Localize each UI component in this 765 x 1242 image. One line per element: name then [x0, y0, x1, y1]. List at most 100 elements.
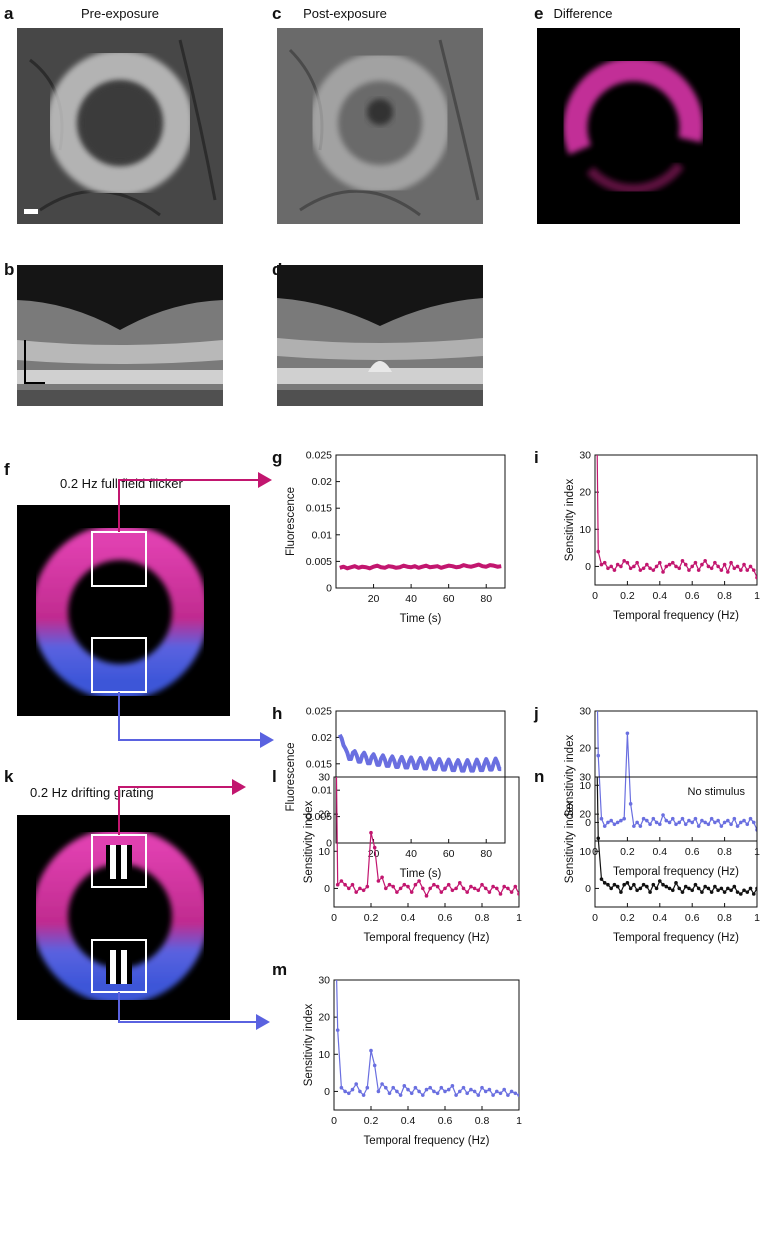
- data-point: [343, 1089, 347, 1094]
- data-point: [472, 886, 477, 891]
- x-tick-label: 0.8: [717, 846, 732, 858]
- data-point: [680, 559, 685, 563]
- data-point: [700, 890, 704, 894]
- data-point: [439, 1085, 444, 1090]
- data-point: [602, 824, 607, 828]
- data-point: [632, 882, 636, 887]
- data-point: [384, 1085, 388, 1090]
- y-tick-label: 0.01: [312, 785, 333, 797]
- y-tick-label: 30: [318, 772, 330, 784]
- data-point: [350, 1087, 355, 1092]
- data-point: [751, 568, 756, 572]
- x-tick-label: 80: [480, 593, 492, 605]
- y-tick-label: 0: [585, 561, 591, 573]
- data-point: [726, 570, 730, 574]
- data-point: [406, 1087, 410, 1092]
- data-point: [602, 881, 607, 885]
- data-point: [387, 1091, 392, 1096]
- x-tick-label: 60: [443, 848, 455, 860]
- data-point: [595, 397, 599, 401]
- data-point: [687, 886, 691, 891]
- data-point: [635, 888, 639, 893]
- y-tick-label: 0: [326, 838, 332, 850]
- data-point: [347, 886, 351, 891]
- y-tick-label: 0.02: [312, 476, 333, 488]
- y-tick-label: 10: [318, 1049, 330, 1061]
- data-point: [625, 881, 630, 885]
- data-point: [703, 559, 707, 563]
- data-point: [513, 884, 518, 889]
- panel-letter: i: [534, 448, 539, 467]
- roi-image: [17, 472, 274, 748]
- data-point: [487, 890, 492, 894]
- y-tick-label: 10: [579, 846, 591, 858]
- data-point: [658, 822, 662, 827]
- data-point: [654, 564, 659, 569]
- data-point: [369, 1048, 373, 1053]
- data-point: [713, 884, 717, 889]
- data-point: [612, 568, 617, 572]
- data-point: [372, 1063, 377, 1068]
- data-point: [709, 816, 714, 821]
- panel-title: 0.2 Hz drifting grating: [30, 785, 154, 800]
- data-point: [696, 824, 701, 828]
- data-point: [706, 564, 711, 569]
- x-tick-label: 0.4: [401, 1115, 416, 1127]
- data-point: [641, 566, 646, 571]
- data-point: [726, 818, 730, 823]
- x-tick-label: 0.4: [652, 590, 667, 602]
- x-tick-label: 0.6: [685, 912, 700, 924]
- y-axis-label: Sensitivity index: [303, 801, 315, 884]
- data-point: [745, 822, 750, 827]
- data-point: [638, 568, 643, 572]
- data-point: [628, 802, 633, 806]
- data-point: [335, 1028, 340, 1032]
- data-point: [755, 886, 757, 891]
- x-tick-label: 0: [592, 590, 598, 602]
- data-point: [599, 816, 604, 821]
- x-tick-label: 60: [443, 593, 455, 605]
- x-axis-label: Temporal frequency (Hz): [613, 932, 739, 944]
- x-tick-label: 0.6: [685, 846, 700, 858]
- plot-area: [596, 777, 757, 896]
- data-point: [428, 1085, 433, 1090]
- data-point: [651, 568, 656, 572]
- y-axis-label: Sensitivity index: [564, 479, 576, 562]
- data-point: [732, 816, 737, 821]
- data-point: [439, 890, 444, 894]
- y-tick-label: 0.01: [312, 529, 333, 541]
- data-point: [622, 559, 626, 563]
- panel-letter: n: [534, 767, 544, 786]
- data-point: [406, 884, 410, 889]
- data-point: [680, 816, 685, 821]
- data-point: [612, 882, 617, 887]
- panel-title: Difference: [553, 6, 612, 21]
- data-point: [395, 890, 399, 894]
- plot-area: [339, 562, 502, 571]
- data-point: [683, 884, 688, 889]
- x-tick-label: 0.8: [475, 1115, 490, 1127]
- y-tick-label: 30: [318, 975, 330, 987]
- data-point: [648, 822, 652, 827]
- data-point: [674, 564, 678, 569]
- data-point: [690, 564, 694, 569]
- data-point: [380, 875, 384, 880]
- x-tick-label: 0: [592, 912, 598, 924]
- data-point: [739, 892, 743, 896]
- data-point: [729, 888, 733, 893]
- data-point: [495, 1089, 499, 1094]
- data-point: [361, 888, 366, 893]
- y-tick-label: 10: [318, 846, 330, 858]
- y-tick-label: 20: [579, 487, 591, 499]
- plot-frame: [594, 776, 758, 908]
- data-point: [703, 820, 707, 825]
- data-point: [380, 1082, 384, 1086]
- data-point: [719, 886, 724, 891]
- data-point: [722, 890, 727, 894]
- data-point: [491, 1093, 495, 1097]
- data-point: [487, 1087, 492, 1092]
- data-point: [358, 886, 362, 891]
- data-line: [596, 711, 757, 831]
- data-point: [661, 813, 665, 817]
